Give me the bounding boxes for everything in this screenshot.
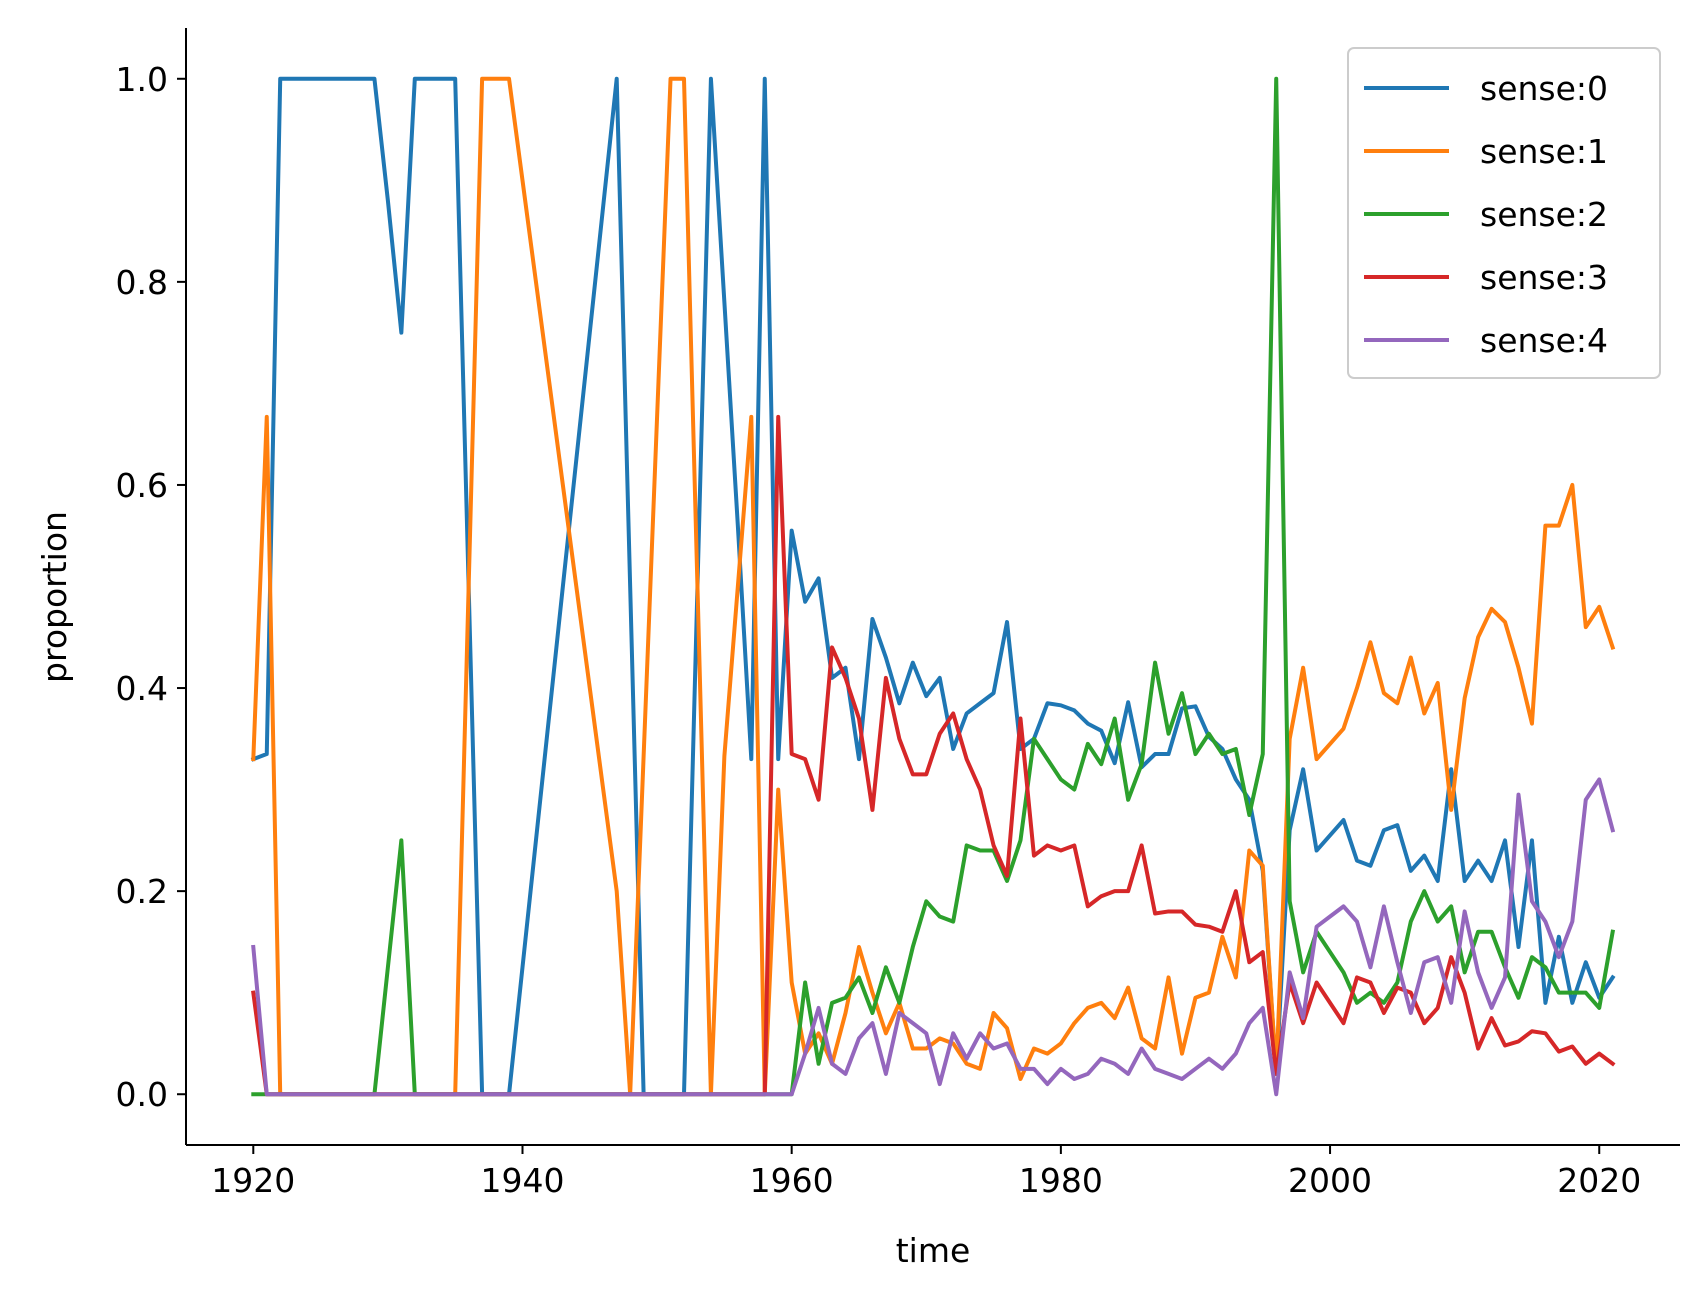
y-tick-label: 0.2 [116,872,168,911]
x-tick-label: 2000 [1288,1161,1372,1200]
legend-label-3: sense:3 [1480,258,1608,297]
x-ticks: 1920 1940 1960 1980 2000 2020 [211,1145,1641,1200]
legend-label-0: sense:0 [1480,69,1608,108]
y-tick-label: 0.4 [116,669,168,708]
x-axis-label: time [896,1231,971,1270]
x-tick-label: 1920 [211,1161,295,1200]
x-tick-label: 1940 [480,1161,564,1200]
x-tick-label: 1960 [750,1161,834,1200]
axes [185,28,1680,1146]
y-tick-label: 0.8 [116,263,168,302]
legend-label-2: sense:2 [1480,195,1608,234]
series-line-4 [251,777,1616,1097]
x-tick-label: 2020 [1557,1161,1641,1200]
y-tick-label: 0.6 [116,466,168,505]
legend-label-1: sense:1 [1480,132,1608,171]
y-ticks: 0.0 0.2 0.4 0.6 0.8 1.0 [116,60,186,1114]
legend: sense:0 sense:1 sense:2 sense:3 sense:4 [1347,47,1661,379]
plot-lines [250,76,1616,1097]
y-tick-label: 1.0 [116,60,168,99]
y-axis-label: proportion [35,511,74,683]
series-line-0 [250,76,1616,1097]
y-tick-label: 0.0 [116,1075,168,1114]
legend-label-4: sense:4 [1480,321,1608,360]
series-line-1 [251,76,1616,1097]
legend-frame [1347,47,1661,379]
x-tick-label: 1980 [1019,1161,1103,1200]
